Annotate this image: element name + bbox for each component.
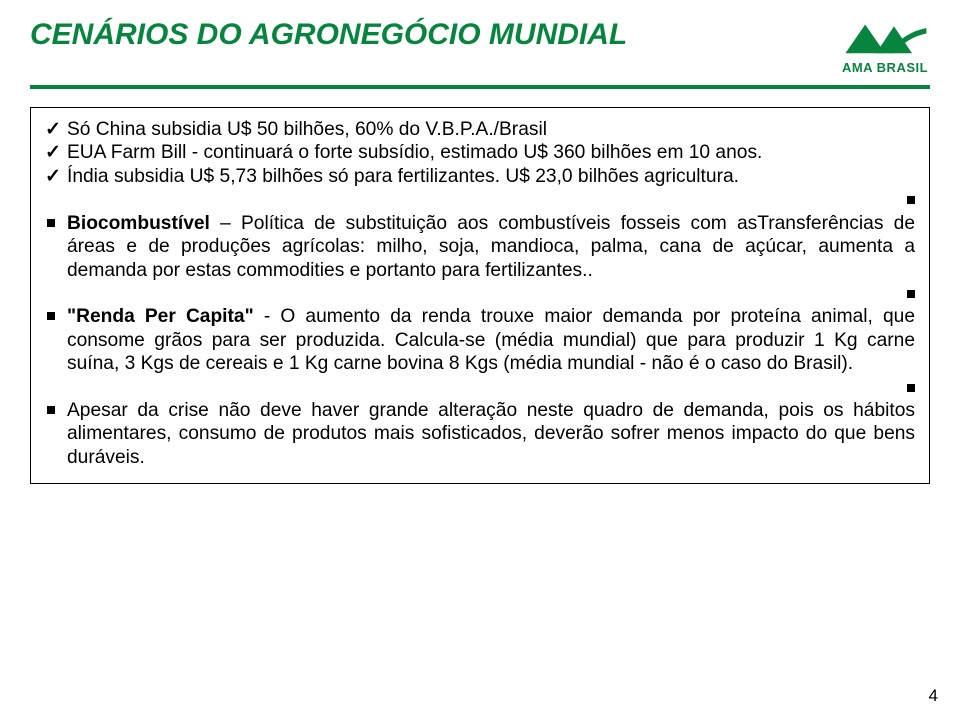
slide: CENÁRIOS DO AGRONEGÓCIO MUNDIAL AMA BRAS… (0, 0, 960, 716)
check-bullet: Índia subsidia U$ 5,73 bilhões só para f… (45, 165, 915, 188)
bullet-lead: Biocombustível (67, 213, 210, 234)
header: CENÁRIOS DO AGRONEGÓCIO MUNDIAL AMA BRAS… (30, 18, 930, 75)
square-bullet: "Renda Per Capita" - O aumento da renda … (45, 305, 915, 375)
square-bullet: Biocombustível – Política de substituiçã… (45, 212, 915, 282)
divider (30, 85, 930, 89)
bullet-lead: "Renda Per Capita" (67, 306, 254, 327)
content-box: Só China subsidia U$ 50 bilhões, 60% do … (30, 107, 930, 484)
check-bullet: EUA Farm Bill - continuará o forte subsí… (45, 141, 915, 164)
bullet-list: Só China subsidia U$ 50 bilhões, 60% do … (45, 118, 915, 469)
square-icon (907, 384, 915, 392)
page-number: 4 (929, 686, 938, 706)
check-bullet: Só China subsidia U$ 50 bilhões, 60% do … (45, 118, 915, 141)
logo-text: AMA BRASIL (842, 60, 928, 75)
trailing-square (45, 188, 915, 211)
ama-logo-icon (840, 14, 930, 62)
logo: AMA BRASIL (840, 14, 930, 75)
trailing-square (45, 282, 915, 305)
trailing-square (45, 376, 915, 399)
square-icon (907, 196, 915, 204)
page-title: CENÁRIOS DO AGRONEGÓCIO MUNDIAL (30, 18, 627, 52)
square-bullet: Apesar da crise não deve haver grande al… (45, 399, 915, 469)
square-icon (907, 290, 915, 298)
